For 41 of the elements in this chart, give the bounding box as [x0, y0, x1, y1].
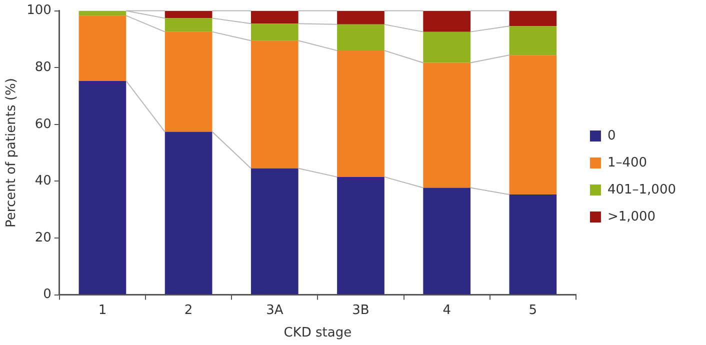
bar [250, 10, 298, 24]
x-tick-label: 3A [266, 302, 284, 318]
bar [423, 32, 471, 63]
bar [509, 10, 557, 26]
x-tick-label: 2 [184, 302, 193, 318]
bar [78, 10, 126, 16]
bar [250, 40, 298, 168]
bar [164, 132, 212, 294]
y-tick-label: 80 [34, 60, 52, 75]
bar [337, 50, 384, 177]
y-tick-label: 60 [34, 116, 52, 132]
bar [423, 188, 471, 294]
bar [164, 10, 212, 18]
x-axis-title: CKD stage [284, 326, 352, 341]
x-tick-label: 3B [352, 302, 370, 318]
bar [337, 10, 384, 24]
bar [423, 10, 471, 32]
y-axis-title: Percent of patients (%) [4, 78, 20, 228]
bar [250, 168, 298, 294]
bar [164, 32, 212, 132]
bar [337, 176, 384, 294]
bar [78, 16, 126, 81]
bar [509, 26, 557, 56]
legend-label: 1–400 [607, 155, 648, 170]
x-tick-label: 4 [442, 302, 451, 318]
y-tick-label: 100 [26, 3, 52, 18]
bar [337, 24, 384, 51]
legend-label: >1,000 [607, 209, 656, 224]
bar [250, 24, 298, 41]
bar [509, 55, 557, 195]
y-tick-label: 0 [43, 287, 52, 302]
x-tick-label: 5 [528, 302, 538, 318]
legend-label: 0 [607, 128, 616, 144]
x-tick-label: 1 [98, 302, 107, 318]
legend-label: 401–1,000 [607, 182, 676, 198]
bar [423, 62, 471, 188]
y-tick-label: 40 [34, 174, 52, 189]
y-tick-label: 20 [34, 230, 52, 246]
bar [78, 80, 126, 294]
bar [509, 194, 557, 294]
bar [164, 18, 212, 32]
